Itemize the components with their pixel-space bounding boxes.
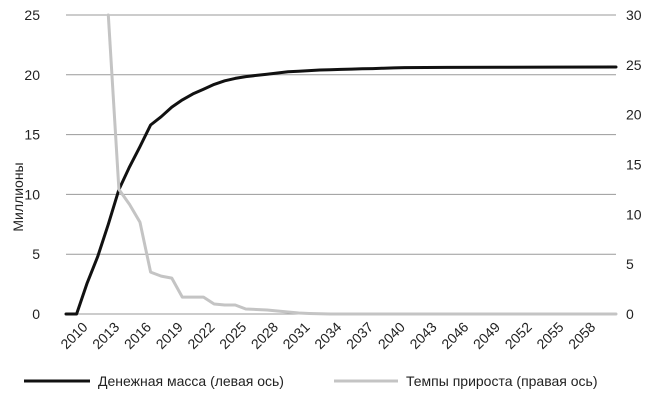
x-tick-label: 2022 xyxy=(184,319,217,352)
x-tick-label: 2034 xyxy=(311,319,344,352)
series-lines xyxy=(64,13,618,316)
right-tick-label: 0 xyxy=(626,306,634,322)
x-tick-label: 2028 xyxy=(248,319,281,352)
x-tick-label: 2055 xyxy=(533,319,566,352)
right-tick-label: 5 xyxy=(626,256,634,272)
left-tick-label: 15 xyxy=(24,127,40,143)
x-tick-label: 2046 xyxy=(438,319,471,352)
legend-label: Темпы прироста (правая ось) xyxy=(406,373,598,389)
x-tick-label: 2040 xyxy=(375,319,408,352)
growth-rate-line xyxy=(106,13,618,316)
right-tick-label: 30 xyxy=(626,7,642,23)
x-tick-label: 2043 xyxy=(406,319,439,352)
x-tick-label: 2052 xyxy=(502,319,535,352)
left-tick-label: 0 xyxy=(32,306,40,322)
right-tick-label: 15 xyxy=(626,157,642,173)
right-axis-ticks: 0 5 10 15 20 25 30 xyxy=(626,7,642,322)
left-axis-ticks: 0 5 10 15 20 25 xyxy=(24,7,40,322)
x-tick-label: 2049 xyxy=(470,319,503,352)
x-tick-label: 2031 xyxy=(279,319,312,352)
y-axis-title: Миллионы xyxy=(10,162,26,231)
left-tick-label: 20 xyxy=(24,67,40,83)
left-tick-label: 25 xyxy=(24,7,40,23)
x-tick-label: 2058 xyxy=(565,319,598,352)
legend-label: Денежная масса (левая ось) xyxy=(98,373,284,389)
x-tick-label: 2013 xyxy=(89,319,122,352)
money-supply-line xyxy=(64,65,618,316)
x-tick-label: 2037 xyxy=(343,319,376,352)
right-tick-label: 10 xyxy=(626,206,642,222)
right-tick-label: 25 xyxy=(626,57,642,73)
left-tick-label: 5 xyxy=(32,246,40,262)
x-tick-label: 2016 xyxy=(121,319,154,352)
left-tick-label: 10 xyxy=(24,186,40,202)
x-tick-label: 2025 xyxy=(216,319,249,352)
x-axis-ticks: 2010201320162019202220252028203120342037… xyxy=(57,319,598,352)
right-tick-label: 20 xyxy=(626,107,642,123)
x-tick-label: 2010 xyxy=(57,319,90,352)
legend: Денежная масса (левая ось) Темпы прироста… xyxy=(24,373,598,389)
x-tick-label: 2019 xyxy=(153,319,186,352)
